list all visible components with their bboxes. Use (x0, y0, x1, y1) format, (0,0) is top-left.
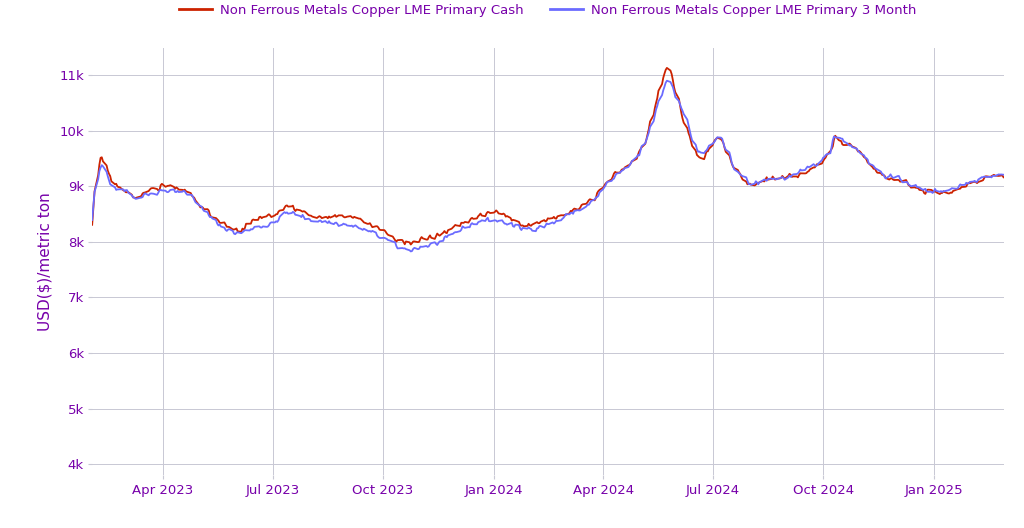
Y-axis label: USD($)/metric ton: USD($)/metric ton (37, 192, 52, 331)
Legend: Non Ferrous Metals Copper LME Primary Cash, Non Ferrous Metals Copper LME Primar: Non Ferrous Metals Copper LME Primary Ca… (174, 0, 922, 22)
Line: Non Ferrous Metals Copper LME Primary 3 Month: Non Ferrous Metals Copper LME Primary 3 … (92, 81, 1004, 251)
Line: Non Ferrous Metals Copper LME Primary Cash: Non Ferrous Metals Copper LME Primary Ca… (92, 68, 1004, 244)
